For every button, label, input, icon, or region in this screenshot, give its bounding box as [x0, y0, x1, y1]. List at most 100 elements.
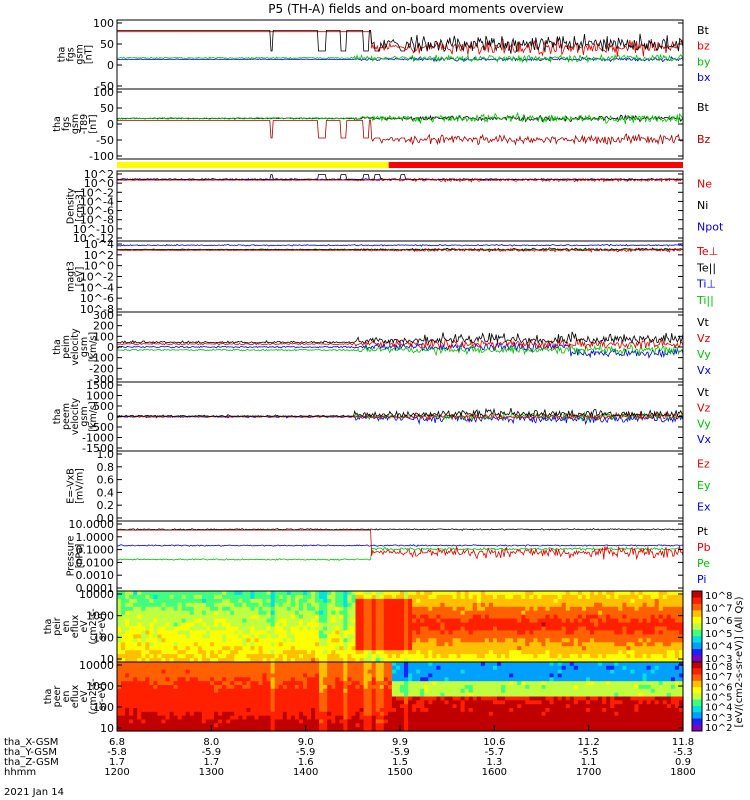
spec-cell — [294, 622, 300, 628]
spec-cell — [420, 688, 425, 694]
spec-cell — [387, 662, 393, 667]
spec-cell — [505, 719, 510, 724]
spec-cell — [626, 626, 631, 631]
spec-cell — [424, 642, 429, 647]
spec-cell — [258, 630, 264, 635]
spec-cell — [177, 673, 183, 678]
spec-cell — [383, 610, 389, 616]
spec-cell — [125, 700, 130, 705]
spec-cell — [339, 708, 344, 713]
spec-cell — [351, 622, 357, 628]
spec-cell — [456, 708, 462, 713]
spec-cell — [254, 634, 260, 639]
spec-cell — [129, 642, 134, 647]
spec-cell — [408, 673, 413, 678]
spec-cell — [210, 646, 215, 651]
spec-cell — [598, 626, 603, 631]
spec-cell — [581, 626, 587, 631]
spec-cell — [513, 669, 518, 675]
spec-cell — [529, 610, 534, 616]
legend-peem_velocity-Vy: Vy — [697, 417, 711, 430]
spec-cell — [493, 642, 498, 647]
spec-cell — [379, 618, 385, 624]
spec-cell — [343, 692, 348, 698]
spec-cell — [218, 719, 223, 724]
spec-cell — [618, 626, 623, 631]
spec-cell — [501, 630, 506, 635]
spec-cell — [505, 594, 510, 600]
spec-cell — [622, 618, 627, 624]
spec-cell — [181, 719, 187, 724]
spec-cell — [670, 654, 676, 659]
spec-cell — [594, 715, 599, 721]
spec-cell — [497, 715, 502, 721]
spec-cell — [416, 677, 421, 682]
spec-cell — [238, 715, 243, 721]
spec-cell — [545, 626, 551, 631]
spec-cell — [181, 685, 187, 690]
spec-cell — [339, 634, 344, 639]
spec-cell — [129, 594, 134, 600]
spec-cell — [347, 723, 352, 728]
spec-cell — [602, 598, 607, 604]
spec-cell — [234, 688, 239, 694]
spec-cell — [464, 598, 470, 604]
spec-cell — [513, 610, 518, 616]
spec-cell — [210, 723, 215, 728]
spec-cell — [315, 673, 320, 678]
spec-cell — [230, 723, 235, 728]
spec-cell — [327, 646, 332, 651]
spec-cell — [521, 598, 526, 604]
colorbar-cell — [692, 642, 702, 650]
spec-cell — [242, 622, 247, 628]
spec-cell — [254, 602, 260, 608]
spec-cell — [448, 669, 454, 675]
spec-cell — [149, 681, 154, 686]
spec-cell — [266, 711, 272, 717]
spec-cell — [614, 598, 619, 604]
spec-cell — [400, 630, 405, 635]
colorbar-tick: 10^6 — [705, 616, 732, 627]
spec-cell — [117, 650, 122, 655]
spec-cell — [513, 626, 518, 631]
spec-cell — [488, 688, 494, 694]
spec-cell — [420, 606, 425, 612]
spec-cell — [165, 642, 171, 647]
spec-cell — [210, 630, 215, 635]
spec-cell — [598, 610, 603, 616]
spec-cell — [626, 650, 631, 655]
spec-cell — [307, 658, 312, 663]
spec-cell — [416, 673, 421, 678]
spec-cell — [488, 681, 494, 686]
spec-cell — [230, 658, 235, 663]
spec-cell — [379, 719, 385, 724]
spec-cell — [230, 622, 235, 628]
spec-cell — [573, 654, 579, 659]
spec-cell — [363, 685, 369, 690]
spec-cell — [270, 723, 276, 728]
colorbar-cell — [692, 629, 702, 637]
ytick-label: 10^-12 — [73, 232, 114, 245]
spec-cell — [420, 642, 425, 647]
spec-cell — [642, 610, 648, 616]
spec-cell — [424, 654, 429, 659]
spec-cell — [258, 708, 264, 713]
spec-cell — [238, 618, 243, 624]
spec-cell — [250, 665, 255, 671]
spec-cell — [577, 677, 583, 682]
ytick-label: 0 — [107, 118, 114, 131]
spec-cell — [210, 677, 215, 682]
spec-cell — [133, 650, 138, 655]
spec-cell — [347, 614, 352, 620]
spec-cell — [214, 669, 219, 675]
spec-cell — [662, 618, 668, 624]
spec-cell — [484, 685, 490, 690]
spec-cell — [646, 634, 652, 639]
spec-cell — [448, 638, 454, 643]
spec-cell — [347, 634, 352, 639]
spec-cell — [545, 602, 551, 608]
spec-cell — [323, 630, 328, 635]
spec-cell — [400, 688, 405, 694]
spec-cell — [573, 658, 579, 663]
spec-cell — [149, 700, 154, 705]
